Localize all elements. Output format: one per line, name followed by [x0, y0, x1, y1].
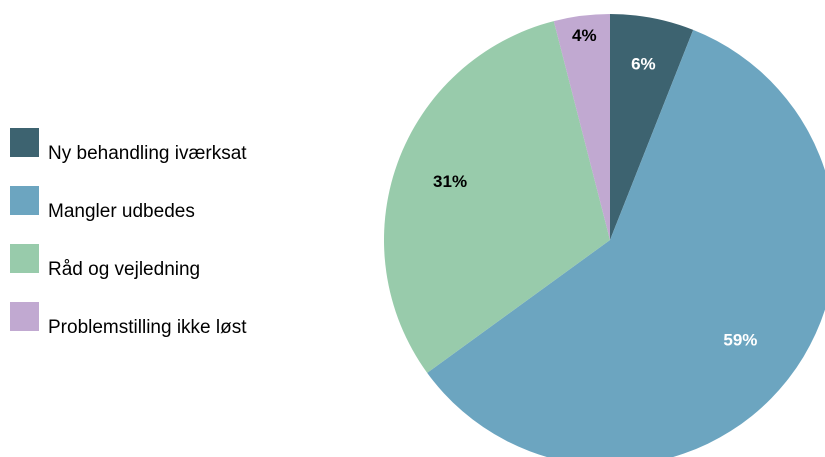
legend-swatch	[10, 186, 39, 215]
slice-mangler-udbedes	[427, 29, 825, 457]
legend-swatch	[10, 302, 39, 331]
legend-swatch	[10, 244, 39, 273]
slice-value-label: 6%	[631, 55, 656, 74]
slice-value-label: 59%	[723, 331, 757, 350]
slice-ny-behandling	[610, 14, 694, 240]
legend-label: Mangler udbedes	[48, 201, 195, 222]
legend-label: Råd og vejledning	[48, 259, 201, 280]
legend-label: Problemstilling ikke løst	[48, 317, 247, 338]
slice-problemstilling	[553, 14, 610, 240]
slice-raad-og-vejledning	[384, 21, 610, 373]
legend-label: Ny behandling iværksat	[48, 143, 247, 164]
slice-value-label: 4%	[572, 26, 597, 45]
slice-value-label: 31%	[433, 172, 467, 191]
legend-swatch	[10, 128, 39, 157]
